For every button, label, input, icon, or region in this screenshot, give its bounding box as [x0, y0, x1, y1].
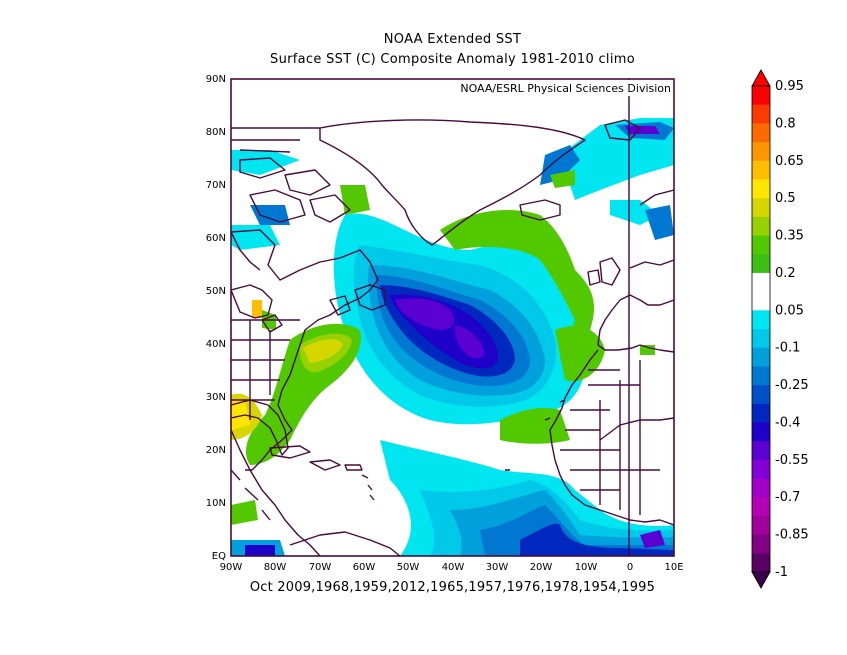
map-frame: [230, 78, 675, 557]
colorbar-label: 0.5: [775, 191, 796, 206]
colorbar-swatch: [752, 403, 770, 423]
colorbar-label: -0.1: [775, 341, 800, 356]
colorbar-swatch: [752, 515, 770, 536]
colorbar-label: 0.2: [775, 266, 796, 281]
colorbar-swatch: [752, 329, 770, 349]
colorbar-swatch: [752, 104, 770, 124]
colorbar-swatch: [752, 310, 770, 330]
colorbar-swatch: [752, 553, 770, 573]
colorbar-label: -0.55: [775, 453, 809, 468]
colorbar-swatch: [752, 291, 770, 311]
colorbar-swatch: [752, 366, 770, 386]
colorbar-label: -0.85: [775, 528, 809, 543]
colorbar-swatch: [752, 86, 770, 106]
lat-label-30n: 30N: [206, 392, 226, 403]
lon-axis: 90W 80W 70W 60W 50W 40W 30W 20W 10W 0 10…: [220, 562, 684, 573]
colorbar-label: 0.65: [775, 154, 804, 169]
lon-label-40w: 40W: [442, 562, 465, 573]
lon-label-20w: 20W: [530, 562, 553, 573]
composite-years-label: Oct 2009,1968,1959,2012,1965,1957,1976,1…: [249, 580, 656, 595]
colorbar: 0.95 0.8 0.65 0.5 0.35 0.2 0.05 -0.1 -0.25 -0.4 -0…: [751, 69, 809, 589]
colorbar-swatch: [752, 441, 770, 461]
colorbar-swatch: [752, 385, 770, 405]
colorbar-label: -0.7: [775, 490, 800, 505]
lat-label-80n: 80N: [206, 127, 226, 138]
colorbar-swatch: [752, 478, 770, 498]
lon-label-60w: 60W: [353, 562, 376, 573]
colorbar-label: 0.95: [775, 79, 804, 94]
lon-label-50w: 50W: [397, 562, 420, 573]
colorbar-swatch: [752, 142, 770, 162]
colorbar-swatch: [752, 198, 770, 218]
lon-label-80w: 80W: [264, 562, 287, 573]
colorbar-bottom-arrow: [751, 571, 771, 589]
lat-label-40n: 40N: [206, 339, 226, 350]
lat-label-20n: 20N: [206, 445, 226, 456]
lon-label-0: 0: [627, 562, 633, 573]
lat-axis: 90N 80N 70N 60N 50N 40N 30N 20N 10N EQ: [206, 74, 226, 562]
chart-subtitle: Surface SST (C) Composite Anomaly 1981-2…: [270, 52, 635, 67]
colorbar-swatch: [752, 235, 770, 255]
lon-label-70w: 70W: [309, 562, 332, 573]
colorbar-swatch: [752, 422, 770, 442]
colorbar-swatch: [752, 347, 770, 367]
colorbar-label: 0.35: [775, 229, 804, 244]
chart-title: NOAA Extended SST: [383, 32, 522, 47]
colorbar-swatch: [752, 160, 770, 180]
colorbar-swatch: [752, 272, 770, 293]
colorbar-top-arrow: [751, 69, 771, 87]
colorbar-swatch: [752, 123, 770, 143]
coastlines: [231, 119, 674, 556]
credit-box: [430, 80, 673, 96]
colorbar-label: -1: [775, 565, 788, 580]
lat-label-50n: 50N: [206, 286, 226, 297]
lat-label-90n: 90N: [206, 74, 226, 85]
colorbar-label: -0.4: [775, 416, 800, 431]
lat-label-eq: EQ: [212, 551, 226, 562]
lon-label-30w: 30W: [486, 562, 509, 573]
credit-text: NOAA/ESRL Physical Sciences Division: [460, 82, 671, 95]
colorbar-swatch: [752, 459, 770, 480]
colorbar-label: 0.05: [775, 303, 804, 318]
colorbar-swatch: [752, 254, 770, 274]
lat-label-70n: 70N: [206, 180, 226, 191]
lat-label-10n: 10N: [206, 498, 226, 509]
colorbar-label: 0.8: [775, 116, 796, 131]
lat-label-60n: 60N: [206, 233, 226, 244]
colorbar-swatch: [752, 179, 770, 199]
lon-label-10w: 10W: [575, 562, 598, 573]
lon-label-90w: 90W: [220, 562, 243, 573]
colorbar-swatch: [752, 216, 770, 237]
colorbar-swatch: [752, 497, 770, 517]
colorbar-swatch: [752, 534, 770, 554]
lon-label-10e: 10E: [664, 562, 683, 573]
colorbar-label: -0.25: [775, 378, 809, 393]
